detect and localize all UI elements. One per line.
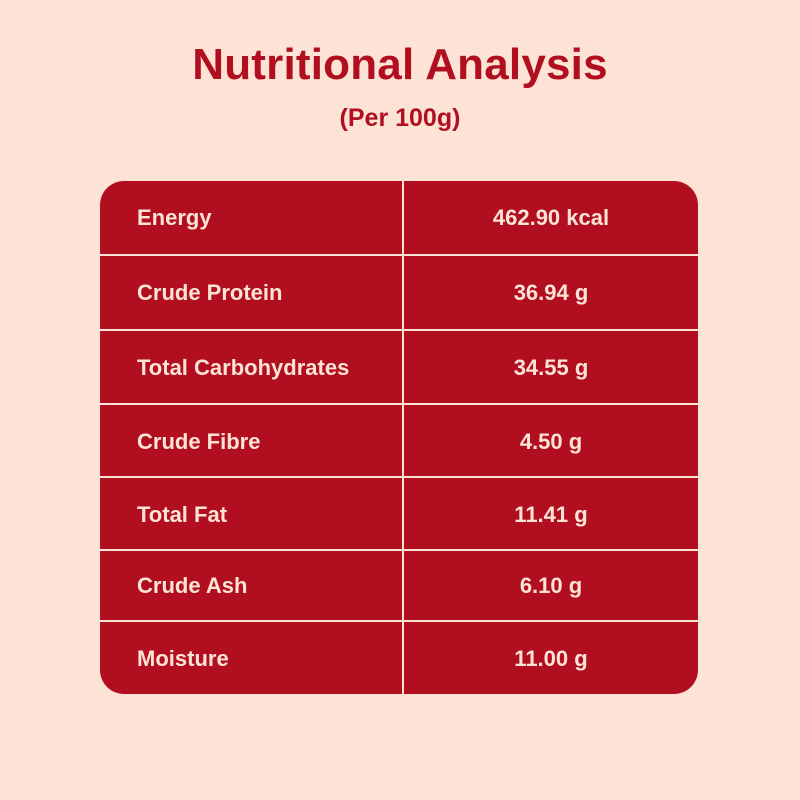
- row-label: Total Carbohydrates: [137, 355, 350, 380]
- row-label: Energy: [137, 205, 212, 230]
- row-divider: [100, 403, 698, 405]
- row-divider: [100, 329, 698, 331]
- row-value: 4.50 g: [519, 429, 583, 454]
- table-row-crude-fibre: Crude Fibre 4.50 g: [100, 405, 698, 478]
- row-divider: [100, 549, 698, 551]
- table-row-crude-ash: Crude Ash 6.10 g: [100, 549, 698, 622]
- row-divider: [100, 254, 698, 256]
- row-label: Crude Ash: [137, 573, 248, 598]
- row-label: Moisture: [137, 646, 229, 671]
- table-row-total-fat: Total Fat 11.41 g: [100, 478, 698, 551]
- row-label: Crude Fibre: [137, 429, 261, 454]
- row-label: Total Fat: [137, 502, 228, 527]
- row-value: 11.00 g: [514, 646, 588, 671]
- row-divider: [100, 476, 698, 478]
- row-value: 462.90 kcal: [492, 205, 610, 230]
- table-row-total-carbohydrates: Total Carbohydrates 34.55 g: [100, 331, 698, 404]
- nutrition-table: Energy 462.90 kcal Crude Protein 36.94 g…: [100, 181, 698, 694]
- column-divider: [402, 181, 404, 694]
- row-value: 11.41 g: [514, 502, 588, 527]
- row-value: 36.94 g: [513, 280, 589, 305]
- row-divider: [100, 620, 698, 622]
- row-value: 34.55 g: [513, 355, 589, 380]
- page-title: Nutritional Analysis: [192, 40, 608, 89]
- row-value: 6.10 g: [519, 573, 583, 598]
- table-row-energy: Energy 462.90 kcal: [100, 181, 698, 254]
- page-subtitle: (Per 100g): [339, 104, 461, 132]
- table-row-crude-protein: Crude Protein 36.94 g: [100, 256, 698, 329]
- row-label: Crude Protein: [137, 280, 283, 305]
- table-row-moisture: Moisture 11.00 g: [100, 622, 698, 694]
